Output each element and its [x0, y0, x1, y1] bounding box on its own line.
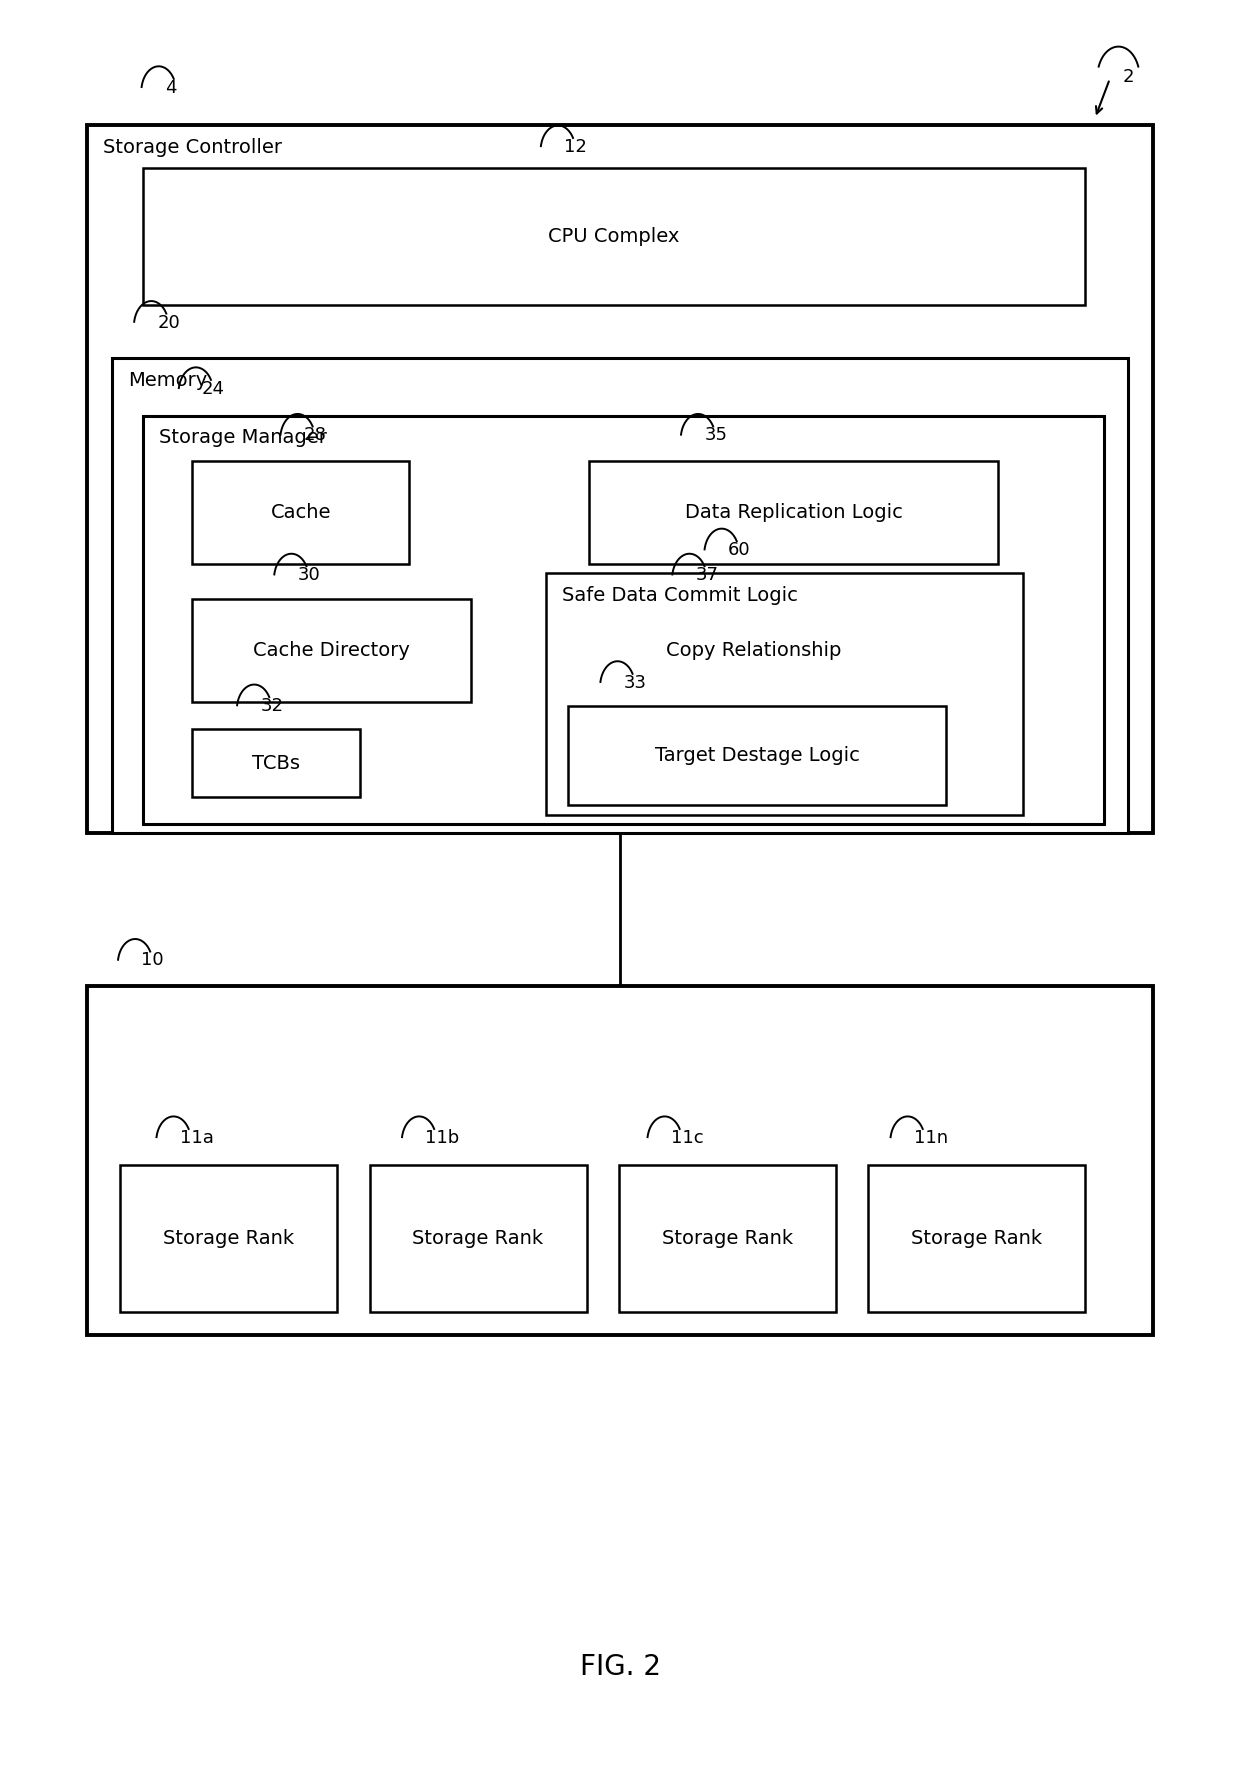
Text: Storage Rank: Storage Rank: [662, 1229, 792, 1247]
Text: Copy Relationship: Copy Relationship: [666, 642, 841, 659]
Text: Target Destage Logic: Target Destage Logic: [655, 745, 859, 765]
Text: Storage Rank: Storage Rank: [164, 1229, 294, 1247]
Bar: [370, 1165, 587, 1312]
Text: 11n: 11n: [914, 1129, 949, 1147]
Text: Memory: Memory: [128, 371, 207, 391]
Bar: [120, 1165, 337, 1312]
Text: 10: 10: [141, 952, 164, 969]
Bar: [192, 461, 409, 564]
Bar: [87, 125, 1153, 833]
Text: Storage Manager: Storage Manager: [159, 428, 326, 448]
Text: 20: 20: [157, 314, 180, 332]
Bar: [589, 599, 918, 702]
Bar: [112, 358, 1128, 833]
Text: 37: 37: [696, 566, 719, 584]
Bar: [143, 168, 1085, 305]
Text: 60: 60: [728, 541, 750, 559]
Bar: [589, 461, 998, 564]
Bar: [192, 599, 471, 702]
Text: 4: 4: [165, 79, 176, 97]
Text: 11c: 11c: [671, 1129, 703, 1147]
Text: Storage Rank: Storage Rank: [413, 1229, 543, 1247]
Text: 11a: 11a: [180, 1129, 213, 1147]
Bar: [619, 1165, 836, 1312]
Text: Cache: Cache: [270, 504, 331, 521]
Text: 24: 24: [202, 380, 226, 398]
Text: Storage Rank: Storage Rank: [911, 1229, 1042, 1247]
Text: 2: 2: [1122, 68, 1133, 86]
Bar: [568, 706, 946, 805]
Text: Safe Data Commit Logic: Safe Data Commit Logic: [562, 586, 797, 606]
Text: 32: 32: [260, 697, 284, 715]
Text: 28: 28: [304, 426, 326, 444]
Bar: [87, 986, 1153, 1335]
Text: 30: 30: [298, 566, 320, 584]
Bar: [143, 416, 1104, 824]
Text: 35: 35: [704, 426, 728, 444]
Text: TCBs: TCBs: [252, 754, 300, 772]
Bar: [546, 573, 1023, 815]
Text: 11b: 11b: [425, 1129, 460, 1147]
Text: CPU Complex: CPU Complex: [548, 228, 680, 246]
Text: Cache Directory: Cache Directory: [253, 642, 410, 659]
Text: Storage Controller: Storage Controller: [103, 138, 281, 158]
Text: 12: 12: [564, 138, 587, 156]
Text: 33: 33: [624, 674, 647, 692]
Text: FIG. 2: FIG. 2: [579, 1652, 661, 1681]
Bar: [868, 1165, 1085, 1312]
Bar: [192, 729, 360, 797]
Text: Data Replication Logic: Data Replication Logic: [684, 504, 903, 521]
